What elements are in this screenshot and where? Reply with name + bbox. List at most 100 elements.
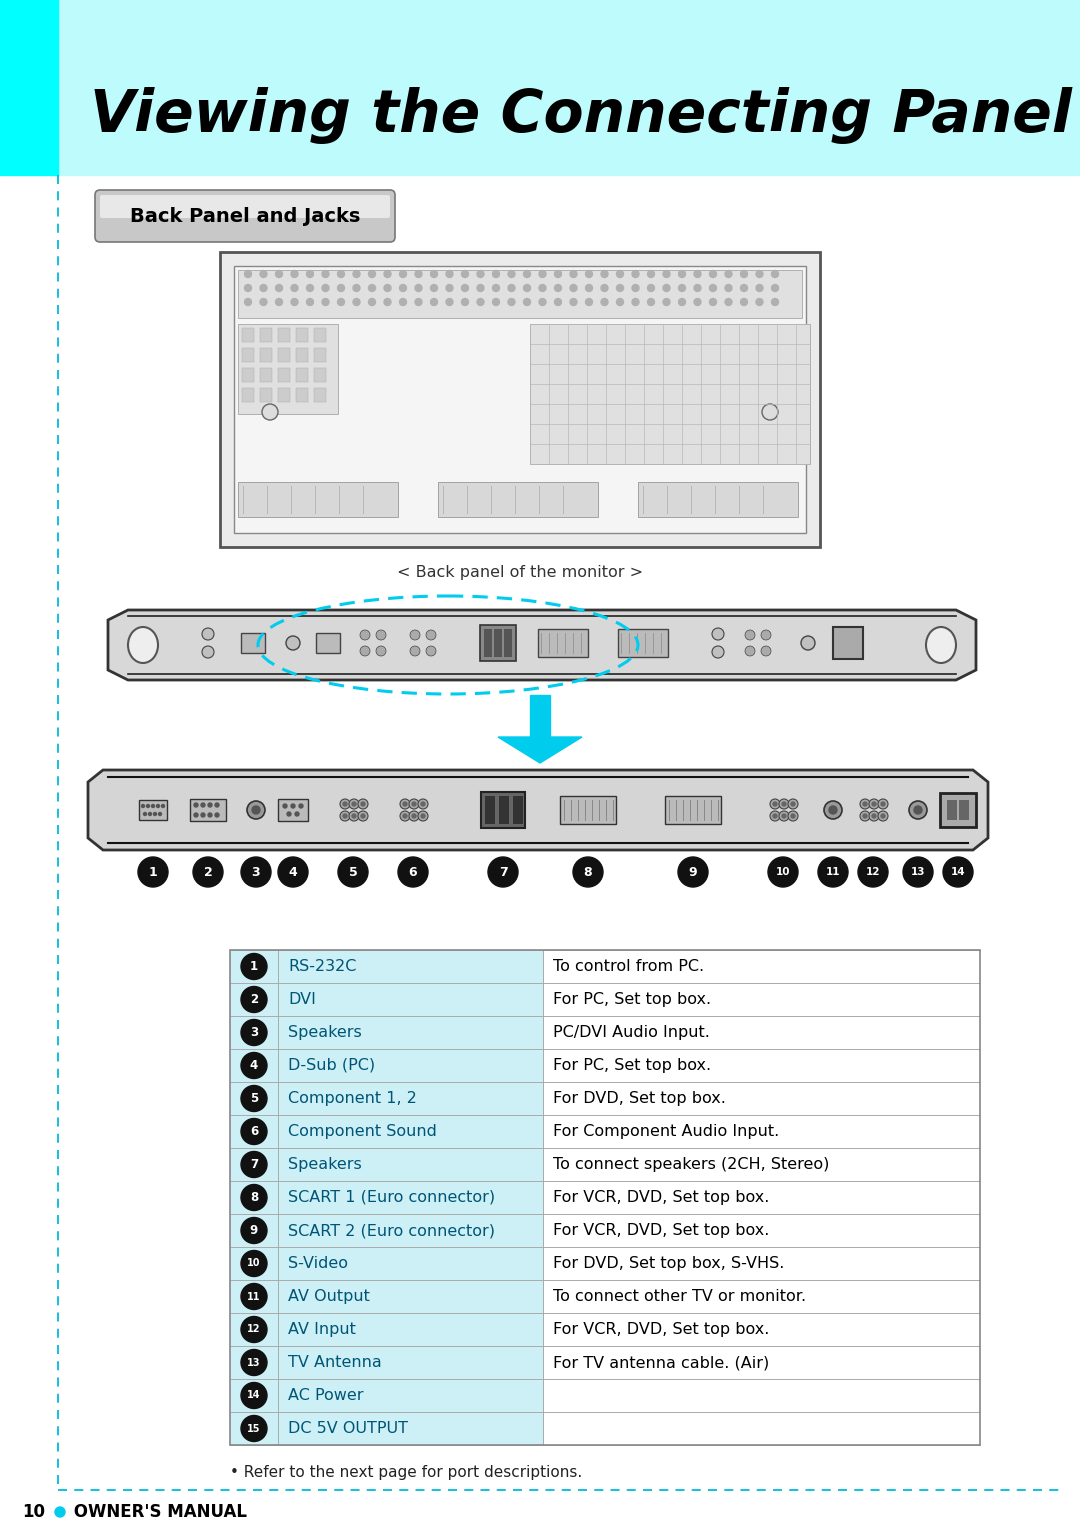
Circle shape <box>353 299 360 305</box>
Circle shape <box>418 800 428 809</box>
Circle shape <box>144 812 147 815</box>
Text: 10: 10 <box>247 1259 260 1268</box>
Circle shape <box>352 813 356 818</box>
Circle shape <box>824 801 842 819</box>
Circle shape <box>201 803 205 807</box>
Circle shape <box>694 299 701 305</box>
Circle shape <box>725 270 732 278</box>
Circle shape <box>403 803 407 806</box>
Circle shape <box>600 270 608 278</box>
Bar <box>58 0 1080 175</box>
Bar <box>230 983 980 1016</box>
Circle shape <box>415 299 422 305</box>
Circle shape <box>421 803 426 806</box>
Circle shape <box>725 284 732 291</box>
Circle shape <box>648 299 654 305</box>
Circle shape <box>410 630 420 639</box>
Bar <box>230 1181 980 1215</box>
Circle shape <box>349 810 359 821</box>
Bar <box>230 1346 980 1380</box>
Text: 13: 13 <box>247 1358 260 1367</box>
Circle shape <box>632 284 639 291</box>
Text: 11: 11 <box>247 1291 260 1302</box>
Bar <box>481 792 525 829</box>
Text: DVI: DVI <box>288 992 315 1007</box>
Circle shape <box>376 630 386 639</box>
Circle shape <box>524 270 530 278</box>
Text: DC 5V OUTPUT: DC 5V OUTPUT <box>288 1421 408 1436</box>
Circle shape <box>788 810 798 821</box>
Circle shape <box>678 858 708 887</box>
Circle shape <box>617 284 623 291</box>
Circle shape <box>771 270 779 278</box>
Circle shape <box>801 636 815 650</box>
Text: 12: 12 <box>247 1325 260 1335</box>
Bar <box>238 324 338 414</box>
Circle shape <box>262 404 278 420</box>
Ellipse shape <box>129 627 158 662</box>
Text: PC/DVI Audio Input.: PC/DVI Audio Input. <box>553 1025 710 1041</box>
Circle shape <box>914 806 922 813</box>
Bar <box>234 266 806 533</box>
Bar <box>296 388 308 401</box>
Bar <box>543 1181 980 1215</box>
Bar <box>238 270 802 317</box>
Circle shape <box>554 299 562 305</box>
Circle shape <box>357 800 368 809</box>
Bar <box>0 0 58 175</box>
Circle shape <box>771 284 779 291</box>
Bar <box>638 482 798 517</box>
Circle shape <box>291 284 298 291</box>
Circle shape <box>241 858 271 887</box>
Circle shape <box>426 645 436 656</box>
Circle shape <box>858 858 888 887</box>
Circle shape <box>283 804 287 807</box>
Text: 12: 12 <box>866 867 880 877</box>
Circle shape <box>573 858 603 887</box>
Circle shape <box>431 270 437 278</box>
Text: 11: 11 <box>826 867 840 877</box>
Bar <box>230 1280 980 1312</box>
Circle shape <box>368 299 376 305</box>
Text: 9: 9 <box>689 865 698 879</box>
Circle shape <box>241 1218 267 1244</box>
Circle shape <box>446 270 453 278</box>
Text: SCART 2 (Euro connector): SCART 2 (Euro connector) <box>288 1222 495 1238</box>
Circle shape <box>410 645 420 656</box>
Bar <box>260 328 272 342</box>
Bar <box>484 629 492 658</box>
Circle shape <box>446 284 453 291</box>
Text: 8: 8 <box>583 865 592 879</box>
Text: 8: 8 <box>249 1190 258 1204</box>
Bar <box>438 482 598 517</box>
Circle shape <box>768 858 798 887</box>
Bar <box>230 1247 980 1280</box>
Circle shape <box>663 270 670 278</box>
Bar <box>296 328 308 342</box>
Text: 4: 4 <box>249 1059 258 1071</box>
Circle shape <box>909 801 927 819</box>
Bar <box>230 1148 980 1181</box>
Circle shape <box>761 645 771 656</box>
Circle shape <box>585 270 593 278</box>
Circle shape <box>492 284 499 291</box>
Bar <box>543 1116 980 1148</box>
Circle shape <box>409 810 419 821</box>
Bar <box>230 1082 980 1116</box>
Bar <box>665 797 721 824</box>
Circle shape <box>241 1283 267 1309</box>
Bar <box>241 633 265 653</box>
FancyBboxPatch shape <box>95 191 395 243</box>
Circle shape <box>756 284 762 291</box>
Circle shape <box>632 299 639 305</box>
Circle shape <box>524 299 530 305</box>
Text: 3: 3 <box>252 865 260 879</box>
Text: 10: 10 <box>22 1503 45 1521</box>
Circle shape <box>773 813 777 818</box>
Text: Speakers: Speakers <box>288 1157 362 1172</box>
Circle shape <box>431 284 437 291</box>
Circle shape <box>741 270 747 278</box>
Circle shape <box>872 803 876 806</box>
Bar <box>485 797 495 824</box>
Bar <box>561 797 616 824</box>
